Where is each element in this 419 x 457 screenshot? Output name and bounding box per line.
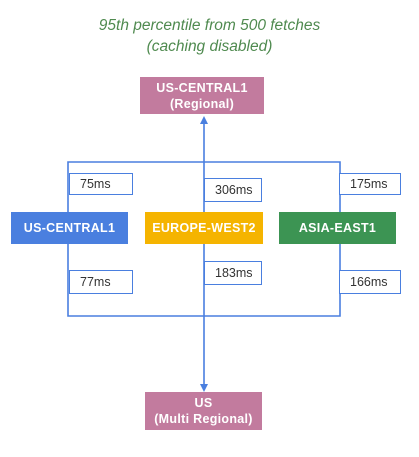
latency-us-central1-to-multi-regional: 77ms [69,270,133,294]
source-europe-west2-label: EUROPE-WEST2 [152,221,256,235]
dest-regional-name: US-CENTRAL1 [156,80,248,95]
latency-europe-west2-to-multi-regional: 183ms [204,261,262,285]
dest-multi-regional-type: (Multi Regional) [154,412,253,426]
latency-asia-east1-to-multi-regional: 166ms [339,270,401,294]
dest-us-central1-regional: US-CENTRAL1 (Regional) [140,77,264,114]
latency-us-central1-to-regional: 75ms [69,173,133,195]
source-asia-east1: ASIA-EAST1 [279,212,396,244]
source-us-central1-label: US-CENTRAL1 [23,221,116,235]
latency-asia-east1-to-regional: 175ms [339,173,401,195]
diagram-title-line-2: (caching disabled) [146,38,273,55]
dest-us-multi-regional: US (Multi Regional) [145,392,262,430]
source-europe-west2: EUROPE-WEST2 [145,212,263,244]
dest-regional-type: (Regional) [169,96,235,111]
dest-multi-regional-name: US [194,396,213,410]
diagram-title-line-1: 95th percentile from 500 fetches [98,17,321,34]
source-us-central1: US-CENTRAL1 [11,212,128,244]
latency-europe-west2-to-regional: 306ms [204,178,262,202]
source-asia-east1-label: ASIA-EAST1 [298,221,377,235]
